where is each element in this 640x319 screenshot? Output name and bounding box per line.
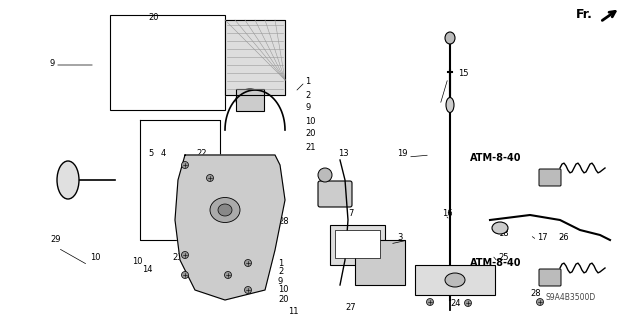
Text: 1: 1 bbox=[270, 167, 275, 176]
Text: 20: 20 bbox=[278, 294, 289, 303]
Bar bbox=[355, 240, 405, 285]
Text: 11: 11 bbox=[288, 308, 298, 316]
Text: 13: 13 bbox=[338, 149, 349, 158]
Ellipse shape bbox=[465, 300, 472, 307]
Ellipse shape bbox=[492, 222, 508, 234]
FancyBboxPatch shape bbox=[539, 269, 561, 286]
Ellipse shape bbox=[244, 259, 252, 266]
Text: 19: 19 bbox=[397, 149, 408, 158]
Text: 14: 14 bbox=[142, 265, 152, 275]
Text: 18: 18 bbox=[498, 228, 509, 238]
Text: 29: 29 bbox=[50, 235, 61, 244]
Ellipse shape bbox=[182, 251, 189, 258]
Text: 28: 28 bbox=[278, 218, 289, 226]
Text: Fr.: Fr. bbox=[576, 9, 593, 21]
Ellipse shape bbox=[236, 89, 264, 111]
Ellipse shape bbox=[207, 174, 214, 182]
Text: 10: 10 bbox=[132, 257, 143, 266]
Ellipse shape bbox=[445, 32, 455, 44]
Bar bbox=[110, 15, 225, 110]
Ellipse shape bbox=[536, 299, 543, 306]
Text: 20: 20 bbox=[305, 130, 316, 138]
Text: 17: 17 bbox=[537, 234, 548, 242]
Ellipse shape bbox=[182, 271, 189, 278]
Text: 23: 23 bbox=[172, 254, 182, 263]
Text: 7: 7 bbox=[348, 209, 353, 218]
Bar bbox=[415, 265, 495, 295]
Text: 9: 9 bbox=[50, 58, 55, 68]
Ellipse shape bbox=[244, 286, 252, 293]
Text: 22: 22 bbox=[196, 149, 207, 158]
Text: 12: 12 bbox=[234, 258, 244, 268]
Text: 10: 10 bbox=[90, 254, 100, 263]
Text: 4: 4 bbox=[161, 149, 166, 158]
Ellipse shape bbox=[210, 197, 240, 222]
Text: 2: 2 bbox=[240, 87, 245, 97]
Ellipse shape bbox=[218, 204, 232, 216]
Text: 1: 1 bbox=[305, 78, 310, 86]
Text: 8: 8 bbox=[270, 188, 275, 197]
Text: 10: 10 bbox=[278, 286, 289, 294]
Text: 9: 9 bbox=[278, 277, 284, 286]
Text: 21: 21 bbox=[305, 143, 316, 152]
Ellipse shape bbox=[318, 168, 332, 182]
Ellipse shape bbox=[225, 271, 232, 278]
Ellipse shape bbox=[446, 98, 454, 113]
Text: 2: 2 bbox=[278, 268, 284, 277]
Bar bbox=[236, 89, 264, 111]
Text: ATM-8-40: ATM-8-40 bbox=[470, 153, 522, 163]
FancyBboxPatch shape bbox=[539, 169, 561, 186]
Ellipse shape bbox=[445, 273, 465, 287]
Text: 27: 27 bbox=[345, 303, 356, 313]
Bar bbox=[335, 230, 380, 258]
Text: 15: 15 bbox=[458, 69, 468, 78]
Polygon shape bbox=[175, 155, 285, 300]
Text: 2: 2 bbox=[305, 91, 310, 100]
Text: 26: 26 bbox=[558, 234, 568, 242]
Text: S9A4B3500D: S9A4B3500D bbox=[545, 293, 595, 301]
Text: 23: 23 bbox=[198, 272, 209, 281]
Text: 3: 3 bbox=[397, 234, 403, 242]
Text: 9: 9 bbox=[305, 103, 310, 113]
Text: 28: 28 bbox=[530, 288, 541, 298]
Text: 16: 16 bbox=[442, 209, 452, 218]
FancyBboxPatch shape bbox=[318, 181, 352, 207]
Polygon shape bbox=[225, 20, 285, 95]
Ellipse shape bbox=[426, 299, 433, 306]
Ellipse shape bbox=[182, 161, 189, 168]
Text: 1: 1 bbox=[278, 258, 284, 268]
Text: 27: 27 bbox=[368, 234, 379, 242]
Ellipse shape bbox=[57, 161, 79, 199]
Bar bbox=[330, 225, 385, 265]
Text: 20: 20 bbox=[148, 12, 159, 21]
Text: 24: 24 bbox=[450, 299, 461, 308]
Text: ATM-8-40: ATM-8-40 bbox=[470, 258, 522, 268]
Text: 6: 6 bbox=[323, 179, 328, 188]
Text: 5: 5 bbox=[148, 149, 153, 158]
Text: 25: 25 bbox=[498, 254, 509, 263]
Text: 10: 10 bbox=[305, 116, 316, 125]
